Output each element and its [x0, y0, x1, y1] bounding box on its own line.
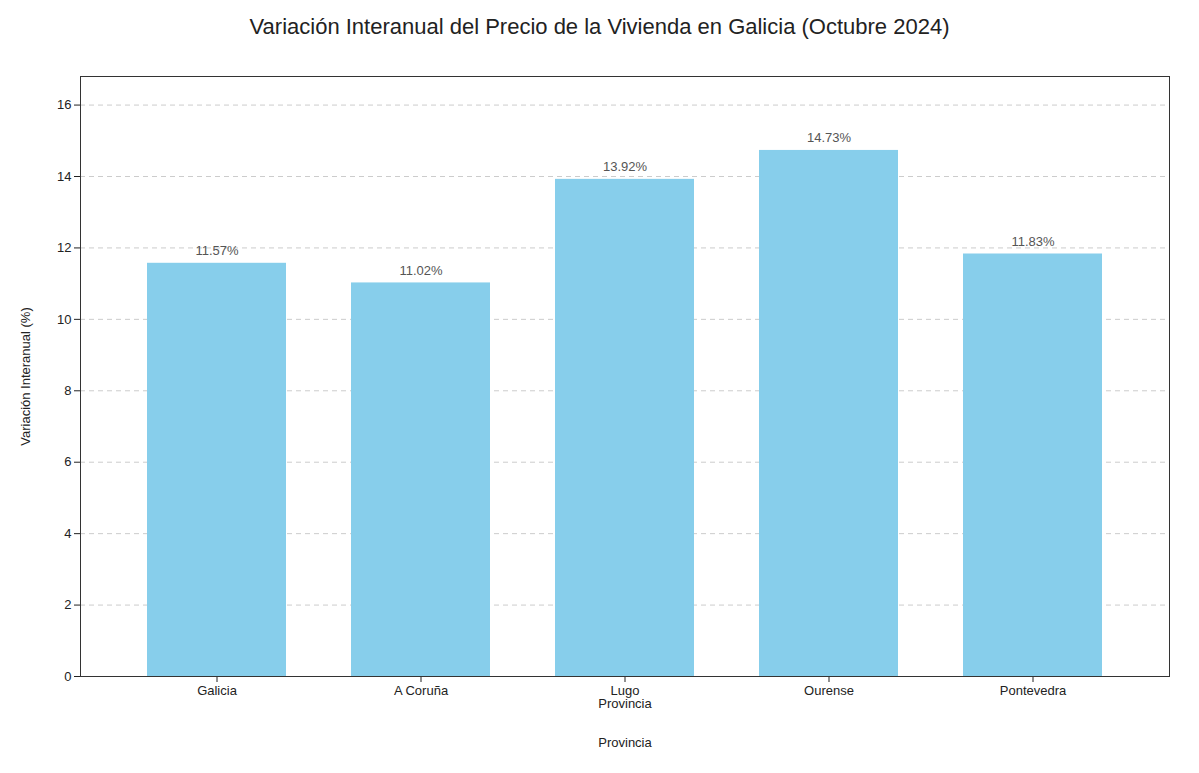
svg-text:2: 2 — [64, 597, 71, 612]
svg-text:11.02%: 11.02% — [399, 263, 443, 278]
html-text:Variación Interanual del Preci: Variación Interanual del Precio de la Vi… — [249, 14, 950, 39]
svg-text:6: 6 — [64, 454, 71, 469]
svg-text:4: 4 — [64, 526, 71, 541]
svg-text:11.57%: 11.57% — [195, 243, 239, 258]
svg-text:Pontevedra: Pontevedra — [1000, 683, 1067, 698]
svg-text:Variación Interanual (%): Variación Interanual (%) — [18, 307, 33, 446]
svg-text:14.73%: 14.73% — [807, 130, 852, 145]
svg-text:11.83%: 11.83% — [1011, 234, 1055, 249]
svg-text:Ourense: Ourense — [804, 683, 854, 698]
svg-text:Provincia: Provincia — [598, 735, 652, 750]
svg-text:0: 0 — [64, 669, 71, 684]
svg-text:LugoProvincia: LugoProvincia — [598, 683, 652, 711]
svg-text:8: 8 — [64, 383, 71, 398]
svg-text:10: 10 — [57, 312, 71, 327]
svg-text:16: 16 — [57, 97, 71, 112]
svg-text:13.92%: 13.92% — [603, 159, 648, 174]
svg-text:A Coruña: A Coruña — [394, 683, 449, 698]
svg-text:Galicia: Galicia — [197, 683, 238, 698]
svg-text:14: 14 — [57, 169, 71, 184]
svg-text:12: 12 — [57, 240, 71, 255]
